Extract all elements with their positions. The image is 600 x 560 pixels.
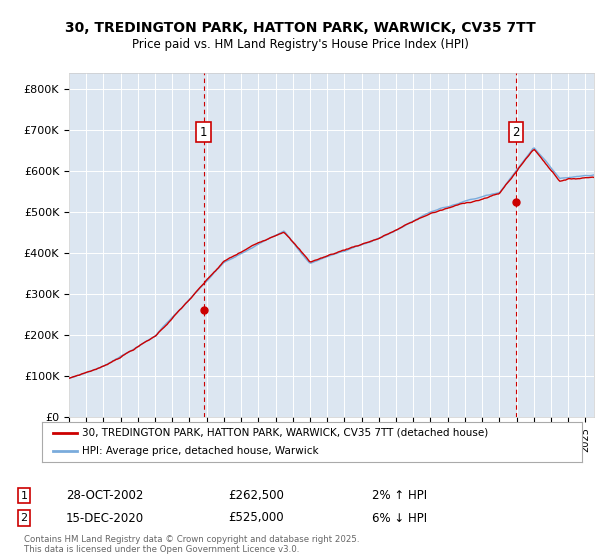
Text: 2: 2: [20, 513, 28, 523]
Text: 30, TREDINGTON PARK, HATTON PARK, WARWICK, CV35 7TT: 30, TREDINGTON PARK, HATTON PARK, WARWIC…: [65, 21, 535, 35]
Text: 30, TREDINGTON PARK, HATTON PARK, WARWICK, CV35 7TT (detached house): 30, TREDINGTON PARK, HATTON PARK, WARWIC…: [83, 428, 489, 437]
Text: 2% ↑ HPI: 2% ↑ HPI: [372, 489, 427, 502]
Text: £262,500: £262,500: [228, 489, 284, 502]
Text: Price paid vs. HM Land Registry's House Price Index (HPI): Price paid vs. HM Land Registry's House …: [131, 38, 469, 51]
Text: 2: 2: [512, 126, 520, 139]
Text: £525,000: £525,000: [228, 511, 284, 525]
Text: 15-DEC-2020: 15-DEC-2020: [66, 511, 144, 525]
Text: 1: 1: [20, 491, 28, 501]
Text: 6% ↓ HPI: 6% ↓ HPI: [372, 511, 427, 525]
Text: 1: 1: [200, 126, 208, 139]
Text: Contains HM Land Registry data © Crown copyright and database right 2025.
This d: Contains HM Land Registry data © Crown c…: [24, 535, 359, 554]
Text: 28-OCT-2002: 28-OCT-2002: [66, 489, 143, 502]
Text: HPI: Average price, detached house, Warwick: HPI: Average price, detached house, Warw…: [83, 446, 319, 456]
